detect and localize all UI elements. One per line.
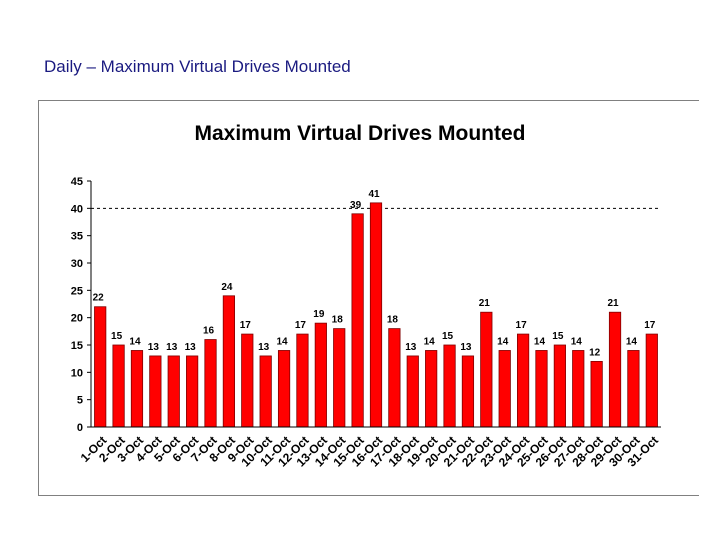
plot-area: 051015202530354045221-Oct152-Oct143-Oct1… — [71, 176, 661, 470]
data-label: 17 — [240, 320, 252, 331]
y-tick-label: 5 — [77, 395, 83, 407]
bar — [572, 350, 585, 428]
bar — [351, 213, 364, 428]
bar — [204, 339, 217, 428]
data-label: 24 — [221, 282, 233, 293]
bar — [388, 328, 401, 428]
bar — [535, 350, 548, 428]
bar — [314, 322, 327, 428]
data-label: 17 — [295, 320, 307, 331]
bar — [333, 328, 346, 428]
bar — [241, 333, 254, 428]
bar — [149, 355, 162, 428]
data-label: 18 — [332, 315, 344, 326]
bar-chart: Maximum Virtual Drives Mounted 0 5 10 15 20 2… — [71, 122, 661, 470]
data-label: 13 — [258, 342, 270, 353]
data-label: 14 — [534, 336, 546, 347]
data-label: 13 — [185, 342, 197, 353]
bar — [112, 344, 125, 428]
slide-heading: Daily – Maximum Virtual Drives Mounted — [44, 57, 351, 76]
data-label: 18 — [387, 315, 399, 326]
data-label: 15 — [442, 331, 454, 342]
bar — [425, 350, 438, 428]
bar — [296, 333, 309, 428]
bar — [516, 333, 530, 428]
data-label: 15 — [552, 331, 564, 342]
bar — [186, 355, 199, 428]
data-label: 21 — [479, 298, 491, 309]
bar — [645, 333, 658, 428]
bar — [627, 350, 640, 428]
bar — [480, 311, 493, 428]
data-label: 13 — [166, 342, 178, 353]
bar — [590, 360, 603, 428]
bar — [498, 350, 511, 428]
data-label: 14 — [129, 336, 141, 347]
data-label: 14 — [497, 336, 509, 347]
bar — [167, 355, 180, 428]
y-tick-label: 45 — [71, 176, 83, 188]
bar — [277, 350, 291, 428]
y-tick-label: 0 — [77, 422, 83, 434]
bar — [369, 202, 383, 428]
data-label: 21 — [607, 298, 619, 309]
chart-title: Maximum Virtual Drives Mounted — [194, 122, 525, 145]
chart-frame: Maximum Virtual Drives Mounted 0 5 10 15 20 2… — [38, 100, 699, 496]
data-label: 17 — [644, 320, 656, 331]
bar — [608, 311, 622, 428]
bar — [130, 350, 144, 428]
y-tick-label: 30 — [71, 258, 83, 270]
data-label: 12 — [589, 347, 601, 358]
data-label: 13 — [460, 342, 472, 353]
y-tick-label: 10 — [71, 367, 83, 379]
y-tick-label: 15 — [71, 340, 83, 352]
data-label: 13 — [405, 342, 417, 353]
y-tick-label: 40 — [71, 203, 83, 215]
y-tick-label: 25 — [71, 285, 83, 297]
data-label: 14 — [571, 336, 583, 347]
data-label: 17 — [516, 320, 528, 331]
y-tick-label: 20 — [71, 313, 83, 325]
data-label: 13 — [148, 342, 160, 353]
data-label: 14 — [277, 336, 289, 347]
bar — [461, 355, 475, 428]
data-label: 15 — [111, 331, 123, 342]
data-label: 22 — [93, 293, 105, 304]
bar — [553, 344, 566, 428]
bar — [222, 295, 236, 428]
data-label: 39 — [350, 200, 362, 211]
data-label: 14 — [626, 336, 638, 347]
data-label: 41 — [368, 189, 380, 200]
data-label: 14 — [424, 336, 436, 347]
bar — [94, 306, 107, 428]
bar — [406, 355, 419, 428]
y-tick-label: 35 — [71, 231, 83, 243]
data-label: 16 — [203, 326, 215, 337]
bar — [259, 355, 272, 428]
data-label: 19 — [313, 309, 325, 320]
bar — [443, 344, 456, 428]
